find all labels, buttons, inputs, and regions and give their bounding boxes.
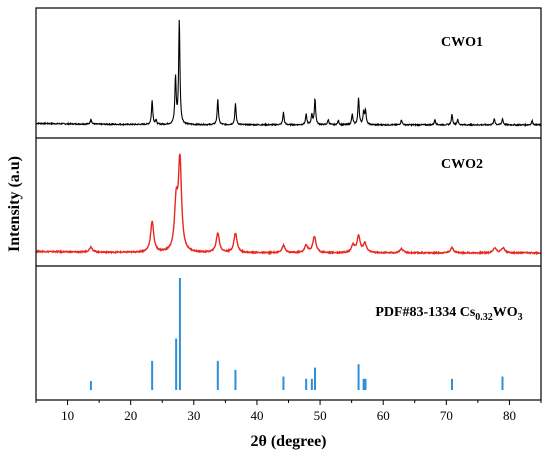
x-tick-label: 50 (314, 408, 327, 423)
x-tick-label: 70 (440, 408, 453, 423)
panel-3: PDF#83-1334 Cs0.32WO3 (89, 278, 523, 390)
x-tick-label: 40 (250, 408, 263, 423)
y-axis-label: Intensity (a.u) (6, 156, 23, 252)
x-tick-label: 20 (124, 408, 137, 423)
plot-frame (35, 7, 542, 401)
axes-group: 10 20 30 40 50 60 70 80 (35, 7, 542, 423)
x-tick-label: 10 (61, 408, 74, 423)
x-tick-label: 60 (377, 408, 390, 423)
series-label-1: CWO1 (441, 35, 483, 50)
x-axis-label: 2θ (degree) (250, 433, 326, 450)
series-line-1 (35, 19, 542, 128)
panels-group: CWO1 CWO2 PDF#83-1334 Cs0.32WO3 (35, 19, 542, 390)
series-label-2: CWO2 (441, 157, 483, 172)
reference-label: PDF#83-1334 Cs0.32WO3 (375, 305, 522, 323)
panel-2: CWO2 (35, 153, 542, 256)
panel-1: CWO1 (35, 19, 542, 128)
x-tick-label: 30 (187, 408, 200, 423)
series-line-2 (35, 153, 542, 256)
x-tick-label: 80 (503, 408, 516, 423)
